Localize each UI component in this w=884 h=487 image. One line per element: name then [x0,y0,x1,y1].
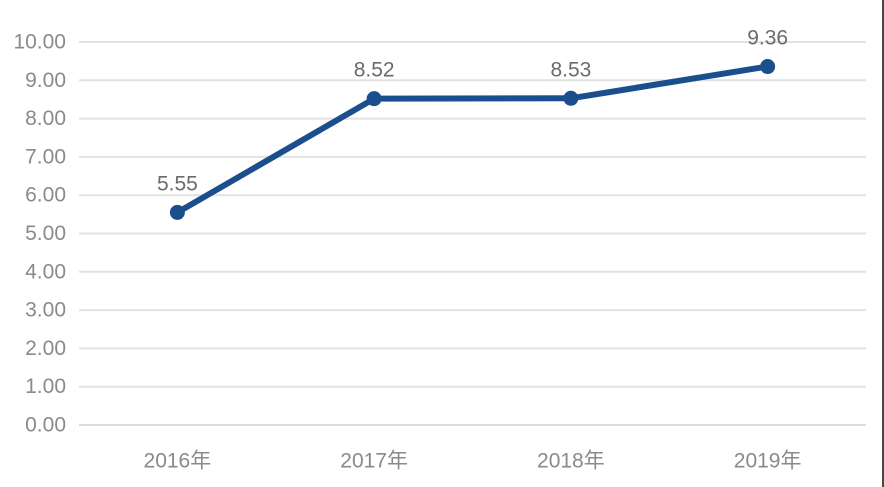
y-tick-label: 3.00 [25,299,66,322]
y-tick-label: 10.00 [13,31,66,54]
y-tick-label: 8.00 [25,107,66,130]
x-axis-label: 2017年 [340,450,408,473]
x-axis-label: 2019年 [734,450,802,473]
y-tick-label: 2.00 [25,337,66,360]
y-tick-label: 4.00 [25,260,66,283]
data-label: 8.53 [550,58,591,81]
x-axis-label: 2016年 [144,450,212,473]
data-point [366,91,382,107]
y-tick-label: 0.00 [25,414,66,437]
data-point [760,59,776,75]
x-axis-label: 2018年 [537,450,605,473]
data-label: 8.52 [354,59,395,82]
right-edge-artifact [882,0,884,487]
y-tick-label: 6.00 [25,184,66,207]
y-tick-label: 7.00 [25,145,66,168]
data-label: 5.55 [157,172,198,195]
y-tick-label: 1.00 [25,375,66,398]
series-line [174,63,771,216]
data-point [169,204,185,220]
data-point [563,90,579,106]
y-tick-label: 5.00 [25,222,66,245]
y-tick-label: 9.00 [25,69,66,92]
data-label: 9.36 [747,27,788,50]
